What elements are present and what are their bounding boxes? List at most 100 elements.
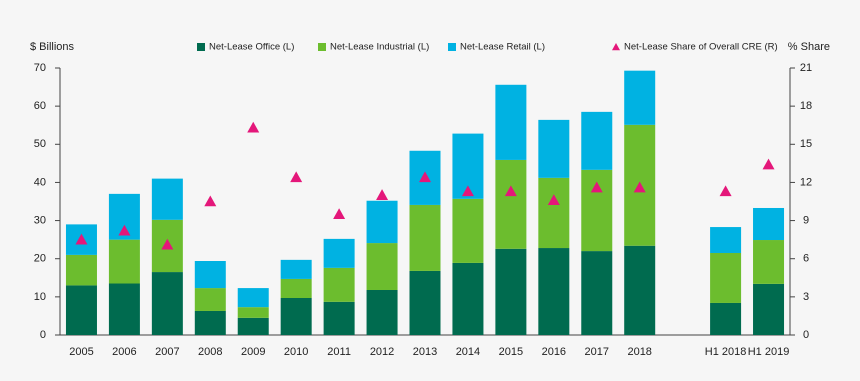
x-tick-label: 2009 [241,346,265,358]
legend-swatch [612,43,620,51]
legend-label: Net-Lease Retail (L) [460,42,545,53]
y-tick-label: 40 [34,176,46,188]
legend: Net-Lease Office (L) Net-Lease Industrial… [197,42,778,53]
y2-tick-label: 3 [803,291,809,303]
share-marker [547,194,560,206]
bar-segment [237,307,269,318]
bar-segment [151,272,183,335]
share-marker [118,224,131,236]
share-marker [419,171,431,183]
bar-segment [323,301,355,335]
bar-segment [65,254,97,286]
bar-segment [710,227,742,253]
y-tick-label: 50 [34,138,46,150]
y2-tick-label: 21 [800,62,812,74]
x-tick-label: 2011 [327,346,351,358]
bar-segment [710,302,742,335]
x-tick-label: 2018 [627,346,651,358]
bar-segment [495,248,527,335]
bar-segment [624,70,656,125]
share-marker [247,121,260,133]
x-tick-label: 2008 [198,346,222,358]
y-tick-label: 10 [34,291,46,303]
bar-segment [65,285,97,335]
bar-segment [452,198,484,263]
bar-segment [495,159,527,249]
legend-label: Net-Lease Office (L) [209,42,294,53]
x-tick-label: 2005 [69,346,93,358]
x-tick-label: 2014 [456,346,480,358]
x-tick-label: 2010 [284,346,308,358]
share-marker [590,181,603,193]
bar-segment [280,298,312,335]
bar-segment [753,283,785,335]
bar-segment [538,248,570,335]
bar-segment [581,111,613,170]
bar-segment [409,270,441,335]
share-marker [204,195,217,207]
bar-segment [624,245,656,335]
bar-segment [581,251,613,335]
bar-segment [538,177,570,249]
y-axis-label: $ Billions [30,41,75,53]
x-tick-label: 2012 [370,346,394,358]
share-marker [376,189,389,200]
y2-tick-label: 9 [803,214,809,226]
bar-segment [108,239,140,284]
bar-segment [710,252,742,303]
y-tick-label: 0 [40,329,46,341]
bar-segment [280,259,312,279]
y2-tick-label: 6 [803,253,809,265]
y2-tick-label: 0 [803,329,809,341]
legend-swatch [318,43,326,51]
x-tick-label: 2017 [585,346,609,358]
x-tick-label: 2015 [499,346,523,358]
x-tick-label: H1 2019 [748,346,790,358]
bar-segment [366,243,398,290]
x-tick-label: H1 2018 [705,346,747,358]
legend-label: Net-Lease Industrial (L) [330,42,429,53]
y2-tick-label: 12 [800,176,812,188]
bar-segment [237,317,269,335]
y2-axis-label: % Share [788,41,830,53]
bar-segment [280,278,312,299]
share-marker [161,238,174,250]
y2-tick-label: 18 [800,100,812,112]
bar-segment [194,310,226,335]
share-marker [719,185,732,197]
bar-segment [538,119,570,178]
x-tick-label: 2007 [155,346,179,358]
legend-swatch [197,43,205,51]
share-marker [290,171,303,183]
x-tick-label: 2016 [542,346,566,358]
legend-swatch [448,43,456,51]
bar-segment [366,289,398,335]
share-marker [75,233,88,245]
bar-segment [366,200,398,244]
bar-segment [194,288,226,311]
bar-segment [323,267,355,302]
y-tick-label: 70 [34,62,46,74]
y-tick-label: 30 [34,214,46,226]
x-tick-label: 2013 [413,346,437,358]
share-marker [633,181,646,193]
y2-tick-label: 15 [800,138,812,150]
y-tick-label: 60 [34,100,46,112]
bar-segment [323,238,355,268]
bar-segment [237,288,269,308]
y-tick-label: 20 [34,253,46,265]
bar-segment [495,84,527,160]
bar-segment [753,240,785,284]
share-marker [461,185,474,197]
share-marker [333,208,346,220]
bar-segment [409,204,441,271]
bar-segment [753,207,785,241]
legend-label: Net-Lease Share of Overall CRE (R) [624,42,778,53]
share-marker [762,158,775,170]
bar-segment [151,178,183,220]
bar-segment [452,262,484,335]
bar-segment [108,283,140,335]
bar-segment [194,261,226,289]
share-marker [504,185,517,197]
